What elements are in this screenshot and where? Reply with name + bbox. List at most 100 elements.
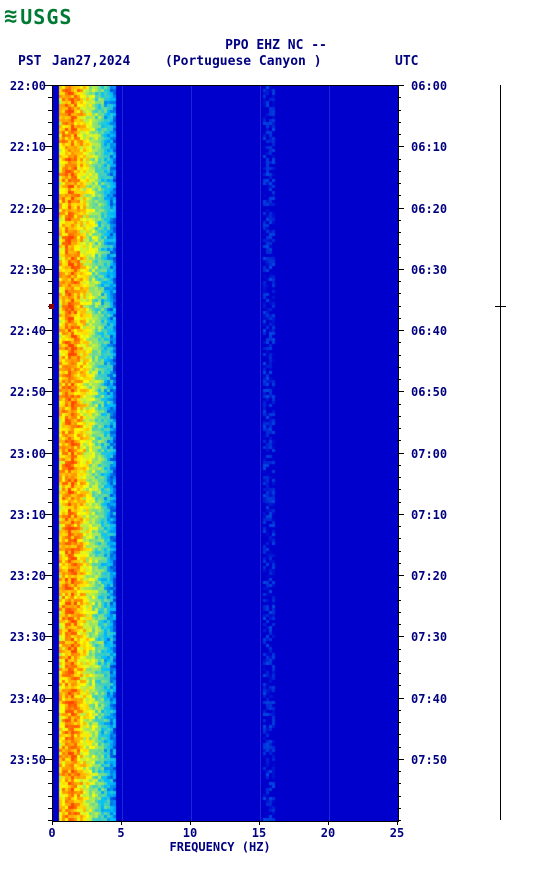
tick-mark bbox=[48, 477, 52, 478]
x-tick-label: 20 bbox=[318, 826, 338, 840]
tick-mark bbox=[48, 342, 52, 343]
tick-mark bbox=[397, 342, 401, 343]
tick-mark bbox=[397, 502, 401, 503]
y-tick-right: 07:10 bbox=[411, 508, 451, 522]
tick-mark bbox=[45, 453, 52, 454]
tick-mark bbox=[48, 171, 52, 172]
tick-mark bbox=[397, 575, 404, 576]
spectrogram-canvas bbox=[53, 86, 398, 821]
y-tick-left: 22:20 bbox=[6, 202, 46, 216]
grid-line bbox=[191, 86, 192, 821]
tick-mark bbox=[397, 722, 401, 723]
tick-mark bbox=[48, 526, 52, 527]
tick-mark bbox=[397, 477, 401, 478]
tick-mark bbox=[45, 514, 52, 515]
logo-wave-icon: ≋ bbox=[4, 4, 16, 29]
tick-mark bbox=[45, 636, 52, 637]
tick-mark bbox=[397, 587, 401, 588]
tick-mark bbox=[397, 661, 401, 662]
grid-line bbox=[122, 86, 123, 821]
tick-mark bbox=[48, 771, 52, 772]
tick-mark bbox=[48, 747, 52, 748]
tick-mark bbox=[48, 257, 52, 258]
tick-mark bbox=[48, 551, 52, 552]
tick-mark bbox=[397, 538, 401, 539]
tick-mark bbox=[48, 502, 52, 503]
y-tick-left: 22:00 bbox=[6, 79, 46, 93]
grid-line bbox=[260, 86, 261, 821]
tick-mark bbox=[48, 122, 52, 123]
tick-mark bbox=[397, 808, 401, 809]
tick-mark bbox=[397, 183, 401, 184]
tick-mark bbox=[48, 367, 52, 368]
tick-mark bbox=[397, 600, 401, 601]
tick-mark bbox=[48, 796, 52, 797]
tick-mark bbox=[45, 330, 52, 331]
tick-mark bbox=[397, 612, 401, 613]
y-tick-right: 06:50 bbox=[411, 385, 451, 399]
tick-mark bbox=[397, 269, 404, 270]
tick-mark bbox=[397, 355, 401, 356]
tick-mark bbox=[397, 146, 404, 147]
y-tick-left: 23:40 bbox=[6, 692, 46, 706]
spectrogram-plot bbox=[52, 85, 399, 822]
tick-mark bbox=[48, 281, 52, 282]
tick-mark bbox=[397, 110, 401, 111]
tick-mark bbox=[48, 416, 52, 417]
tick-mark bbox=[397, 97, 401, 98]
y-tick-left: 23:20 bbox=[6, 569, 46, 583]
y-tick-left: 23:00 bbox=[6, 447, 46, 461]
tick-mark bbox=[397, 318, 401, 319]
tick-mark bbox=[397, 159, 401, 160]
y-tick-right: 06:40 bbox=[411, 324, 451, 338]
tick-mark bbox=[48, 489, 52, 490]
tick-mark bbox=[48, 355, 52, 356]
tick-mark bbox=[397, 208, 404, 209]
y-tick-left: 23:30 bbox=[6, 630, 46, 644]
tick-mark bbox=[48, 379, 52, 380]
tick-mark bbox=[397, 747, 401, 748]
tick-mark bbox=[48, 612, 52, 613]
x-tick-label: 5 bbox=[111, 826, 131, 840]
y-tick-right: 06:30 bbox=[411, 263, 451, 277]
tick-mark bbox=[397, 306, 401, 307]
tick-mark bbox=[397, 759, 404, 760]
y-tick-left: 22:50 bbox=[6, 385, 46, 399]
tick-mark bbox=[48, 440, 52, 441]
tick-mark bbox=[48, 722, 52, 723]
tick-mark bbox=[48, 538, 52, 539]
tick-mark bbox=[397, 195, 401, 196]
tick-mark bbox=[48, 195, 52, 196]
tick-mark bbox=[48, 563, 52, 564]
station-subtitle: (Portuguese Canyon ) bbox=[165, 54, 322, 69]
tick-mark bbox=[397, 796, 401, 797]
tick-mark bbox=[397, 293, 401, 294]
tick-mark bbox=[48, 244, 52, 245]
tick-mark bbox=[48, 428, 52, 429]
tick-mark bbox=[45, 759, 52, 760]
tick-mark bbox=[48, 110, 52, 111]
tick-mark bbox=[397, 391, 404, 392]
tick-mark bbox=[397, 673, 401, 674]
tick-mark bbox=[48, 710, 52, 711]
y-tick-right: 06:00 bbox=[411, 79, 451, 93]
tick-mark bbox=[397, 563, 401, 564]
tick-mark bbox=[397, 257, 401, 258]
tick-mark bbox=[48, 685, 52, 686]
tick-mark bbox=[45, 85, 52, 86]
grid-line bbox=[329, 86, 330, 821]
tick-mark bbox=[48, 624, 52, 625]
tick-mark bbox=[48, 649, 52, 650]
tick-mark bbox=[45, 391, 52, 392]
tick-mark bbox=[397, 330, 404, 331]
red-marker bbox=[49, 304, 54, 309]
side-axis-line bbox=[500, 85, 501, 820]
x-tick-mark bbox=[397, 820, 398, 825]
tick-mark bbox=[48, 734, 52, 735]
tick-mark bbox=[397, 551, 401, 552]
tick-mark bbox=[45, 269, 52, 270]
y-tick-right: 07:00 bbox=[411, 447, 451, 461]
y-tick-left: 22:40 bbox=[6, 324, 46, 338]
tick-mark bbox=[397, 465, 401, 466]
x-tick-label: 25 bbox=[387, 826, 407, 840]
